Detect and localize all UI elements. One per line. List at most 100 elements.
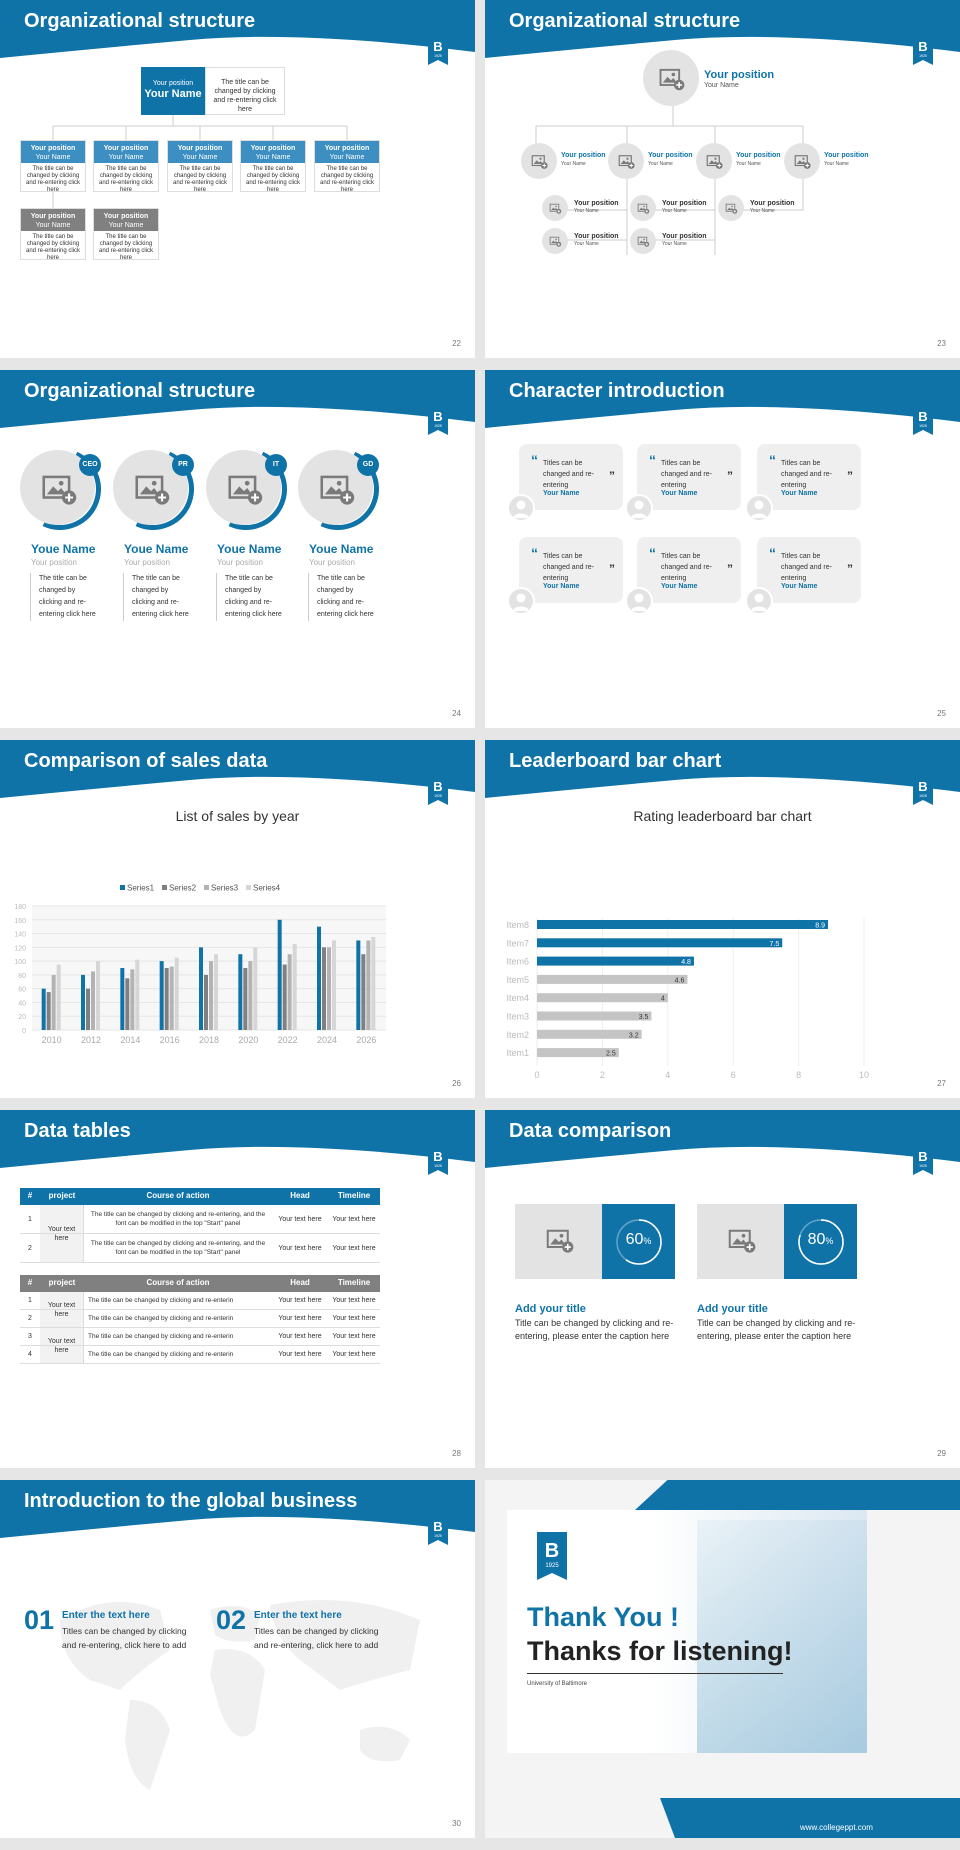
legend-swatch (246, 885, 251, 890)
bar-series2 (125, 978, 130, 1030)
table-row (20, 1205, 380, 1234)
table-header-cell: Timeline (337, 1191, 371, 1200)
position-card-secondary[interactable]: Your position Your Name The title can be c… (93, 208, 159, 261)
position-description: The title can be changed by clicking and… (25, 234, 81, 261)
position-card[interactable]: Your position Your Name The title can be c… (93, 140, 159, 193)
bar-series2 (164, 968, 169, 1030)
position-label: Your position (177, 145, 223, 152)
sub-position-label: Your position (574, 200, 619, 207)
bar-series3 (130, 969, 135, 1030)
svg-text:1925: 1925 (545, 1563, 559, 1569)
member-image-placeholder[interactable] (696, 143, 732, 179)
item-heading: Enter the text here (254, 1610, 342, 1621)
quote-close-icon: ” (847, 469, 853, 483)
bar-value-label: 2.5 (606, 1051, 616, 1058)
slide-header: Data tables (0, 1110, 475, 1180)
svg-text:1925: 1925 (919, 54, 927, 58)
position-card[interactable]: Your position Your Name The title can be c… (314, 140, 380, 193)
top-image-placeholder[interactable] (643, 50, 699, 106)
card-text: Titles can be changed and re-entering (543, 460, 594, 489)
item-heading: Add your title (697, 1303, 768, 1315)
website-link[interactable]: www.collegeppt.com (800, 1823, 873, 1832)
svg-text:1925: 1925 (434, 794, 442, 798)
university-logo-icon: B 1925 (426, 405, 450, 437)
member-image-placeholder[interactable] (784, 143, 820, 179)
quote-open-icon: “ (769, 545, 776, 561)
position-card-secondary[interactable]: Your position Your Name The title can be c… (20, 208, 86, 261)
member-position-label: Your position (824, 152, 869, 159)
svg-text:1925: 1925 (434, 54, 442, 58)
slide-22: Organizational structure B 1925 22 Your posi… (0, 0, 475, 358)
sub-member-image-placeholder[interactable] (630, 195, 656, 221)
bar-series3 (169, 966, 174, 1030)
testimonial-card[interactable]: “ Titles can be changed and re-entering ” Y… (757, 444, 861, 510)
position-label: Your position (250, 145, 296, 152)
bar-series4 (96, 961, 100, 1030)
image-placeholder[interactable] (697, 1204, 784, 1279)
row-head: Your text here (278, 1351, 322, 1358)
quote-close-icon: ” (727, 562, 733, 576)
sub-member-image-placeholder[interactable] (718, 195, 744, 221)
image-placeholder[interactable] (515, 1204, 602, 1279)
percent-number: 80 (807, 1231, 826, 1248)
sub-position-label: Your position (574, 233, 619, 240)
position-card[interactable]: Your position Your Name The title can be c… (20, 140, 86, 193)
x-tick-label: 2 (600, 1070, 605, 1080)
profile-image-placeholder[interactable] (298, 450, 373, 525)
profile-position: Your position (309, 558, 355, 567)
role-tag: PR (172, 454, 194, 476)
slide-title: Organizational structure (509, 10, 741, 32)
row-head: Your text here (278, 1333, 322, 1340)
slide-28: Data tables B 1925 28 # project Course of acti… (0, 1110, 475, 1468)
sub-name-label: Your Name (662, 241, 687, 247)
member-position-label: Your position (736, 152, 781, 159)
row-number: 2 (28, 1315, 32, 1322)
testimonial-card[interactable]: “ Titles can be changed and re-entering ” Y… (519, 444, 623, 510)
item-text: Title can be changed by clicking and re-… (515, 1318, 674, 1341)
percent-box: 80% (784, 1204, 857, 1279)
member-name-label: Your Name (561, 161, 586, 167)
bar-series1 (317, 926, 321, 1030)
page-number: 27 (937, 1079, 946, 1088)
bar-series3 (209, 961, 213, 1030)
user-avatar-icon (507, 587, 535, 615)
y-tick-label: 40 (18, 1000, 26, 1007)
position-card[interactable]: Your position Your Name The title can be c… (167, 140, 233, 193)
university-logo-icon: B 1925 (911, 1145, 935, 1177)
profile-image-placeholder[interactable] (20, 450, 95, 525)
top-position-box[interactable]: Your position Your Name (141, 67, 205, 115)
bar-series1 (41, 988, 46, 1030)
x-tick-label: 2016 (160, 1035, 180, 1045)
testimonial-card[interactable]: “ Titles can be changed and re-entering ” Y… (519, 537, 623, 603)
row-action: The title can be changed by clicking and… (88, 1297, 234, 1304)
svg-text:1925: 1925 (919, 424, 927, 428)
testimonial-card[interactable]: “ Titles can be changed and re-entering ” Y… (757, 537, 861, 603)
table-project-cell: Your text here (40, 1205, 84, 1263)
card-name: Your Name (543, 583, 580, 590)
profile-description: The title can be changed by clicking and… (30, 573, 98, 621)
bar-series3 (287, 954, 292, 1030)
building-graphic (697, 1520, 867, 1753)
sub-member-image-placeholder[interactable] (542, 195, 568, 221)
position-label: Your position (103, 145, 149, 152)
member-image-placeholder[interactable] (521, 143, 557, 179)
row-number: 1 (28, 1216, 32, 1223)
sub-member-image-placeholder[interactable] (630, 228, 656, 254)
member-image-placeholder[interactable] (608, 143, 644, 179)
position-card-header: Your position Your Name (241, 141, 305, 163)
testimonial-card[interactable]: “ Titles can be changed and re-entering ” Y… (637, 537, 741, 603)
slide-31: B 1925 Thank You ! Thanks for listening! Uni… (485, 1480, 960, 1838)
position-card[interactable]: Your position Your Name The title can be c… (240, 140, 306, 193)
bar-series3 (91, 971, 95, 1030)
name-label: Your Name (35, 222, 71, 229)
slide-header: Organizational structure (485, 0, 960, 70)
testimonial-card[interactable]: “ Titles can be changed and re-entering ” Y… (637, 444, 741, 510)
university-logo-icon: B 1925 (426, 775, 450, 807)
legend-label: Series2 (169, 884, 197, 893)
sub-member-image-placeholder[interactable] (542, 228, 568, 254)
row-head: Your text here (278, 1216, 322, 1223)
table-header-cell: Timeline (337, 1278, 371, 1287)
profile-name: Youe Name (217, 542, 282, 556)
leaderboard-bar (537, 1011, 652, 1021)
